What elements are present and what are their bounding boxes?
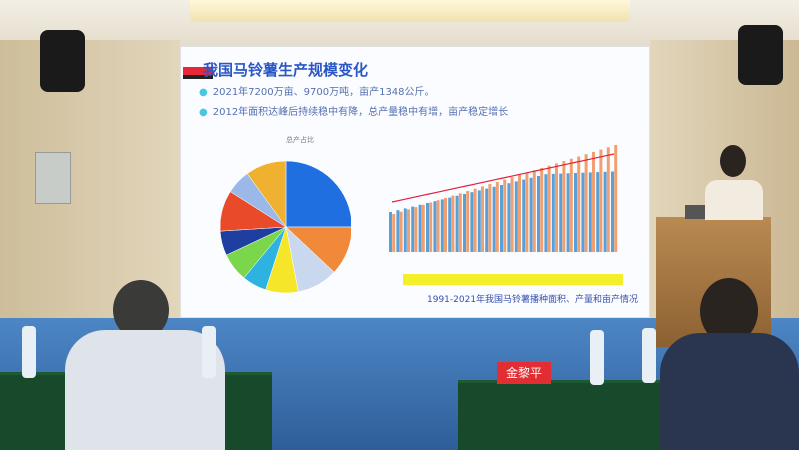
pie-title: 总产占比 [286,136,314,144]
bar [562,161,566,252]
bar [426,203,429,252]
water-bottle [22,326,36,378]
bar [555,163,558,252]
bar [455,195,459,252]
bar [503,179,507,252]
water-bottle [590,330,604,385]
bar [532,170,536,252]
bar [518,174,521,252]
bar [577,156,581,252]
bar [611,171,614,252]
bar [606,147,610,252]
bar [477,190,481,252]
projection-screen: 我国马铃薯生产规模变化 2021年7200万亩、9700万吨，亩产1348公斤。… [180,46,650,318]
bar [485,188,489,252]
bar [510,177,514,252]
bar [522,179,526,252]
bar [396,210,400,252]
bar [418,204,422,252]
bar [599,149,603,252]
bar [540,168,544,252]
bar [588,172,592,252]
stage-light-right [738,25,783,85]
bar [463,194,466,252]
bar [529,177,533,252]
bar [389,212,392,252]
bar-line-chart [389,145,618,252]
bar [488,184,492,252]
slide-title: 我国马铃薯生产规模变化 [203,61,369,79]
bar [574,173,577,252]
bar [547,165,551,252]
bar [421,204,425,252]
bar [507,183,511,252]
bar [592,151,595,252]
stage-light-left [40,30,85,92]
chart-caption: 1991-2021年我国马铃薯播种面积、产量和亩产情况 [427,295,639,305]
bar [492,186,496,252]
slide-bullet: 2012年面积达峰后持续稳中有降，总产量稳中有增，亩产稳定增长 [199,103,508,118]
speaker [700,145,780,265]
chart-legend [403,274,623,285]
bar [444,197,447,252]
bar [399,211,403,252]
bar [495,181,499,252]
bar [414,207,418,252]
bar [584,154,588,252]
bar [525,172,529,252]
pie-chart [219,160,351,294]
bar [581,172,585,252]
bar [403,208,407,252]
bar [411,206,415,252]
bar [458,193,462,252]
bar [614,145,618,252]
bar [603,171,607,252]
bar [451,195,455,252]
bar [481,186,484,252]
bar [433,201,437,252]
water-bottle [202,326,216,378]
bar [500,185,503,252]
wall-panel [35,152,71,204]
bar [429,202,433,252]
bar [392,214,396,252]
bar [569,158,573,252]
water-bottle [642,328,656,383]
bar [436,200,440,252]
bar [448,197,452,252]
bar [566,173,570,252]
bar [470,192,474,252]
title-accent [183,67,213,79]
bar [596,172,600,252]
bar [466,191,470,252]
audience-member-right [650,278,799,450]
pie-slice [246,160,287,228]
slide-bullet: 2021年7200万亩、9700万吨，亩产1348公斤。 [199,83,435,98]
bar [407,209,410,252]
name-tag: 金黎平 [497,362,551,384]
bar [544,174,548,252]
bar [551,173,555,252]
bar [537,176,540,252]
audience-member-left [65,280,225,450]
bar [440,199,444,252]
bar [559,173,563,252]
yield-line [391,153,615,203]
bar [514,181,518,252]
bar [473,188,477,252]
pie-slice [285,160,351,228]
ceiling-light [190,0,630,22]
